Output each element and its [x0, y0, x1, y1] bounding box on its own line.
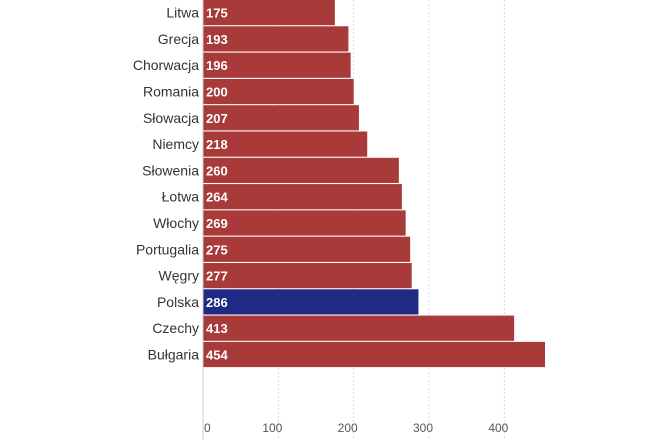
bar	[203, 0, 335, 26]
bar-value-label: 218	[206, 137, 228, 152]
bar	[203, 184, 402, 210]
category-label: Litwa	[166, 5, 199, 21]
bar-value-label: 260	[206, 163, 228, 178]
bar	[203, 289, 419, 315]
category-label: Grecja	[158, 31, 199, 47]
bar	[203, 341, 546, 368]
bar-value-label: 413	[206, 321, 228, 336]
x-tick-label: 300	[413, 421, 433, 435]
category-label: Polska	[157, 294, 199, 310]
bar	[203, 78, 354, 105]
category-label: Łotwa	[162, 189, 200, 205]
category-label: Romania	[143, 84, 199, 100]
category-label: Niemcy	[152, 136, 199, 152]
category-label: Bułgaria	[148, 347, 200, 363]
bar-value-label: 207	[206, 111, 228, 126]
bar-value-label: 269	[206, 216, 228, 231]
x-tick-label: 200	[338, 421, 358, 435]
category-label: Słowacja	[143, 110, 199, 126]
category-label: Portugalia	[136, 241, 199, 257]
bar-value-label: 286	[206, 295, 228, 310]
x-tick-label: 0	[204, 421, 211, 435]
bar	[203, 52, 351, 78]
category-label: Węgry	[159, 268, 199, 284]
bar	[203, 210, 406, 236]
category-label: Włochy	[153, 215, 199, 231]
bar	[203, 105, 359, 131]
x-tick-label: 100	[262, 421, 282, 435]
bar	[203, 315, 515, 341]
bar	[203, 131, 368, 157]
bar-value-label: 275	[206, 242, 228, 257]
bar-value-label: 193	[206, 32, 228, 47]
bar	[203, 263, 412, 289]
bar	[203, 236, 411, 262]
bar	[203, 157, 399, 183]
bar	[203, 26, 349, 52]
bar-value-label: 200	[206, 85, 228, 100]
category-label: Słowenia	[142, 162, 199, 178]
bar-value-label: 264	[206, 190, 228, 205]
x-tick-label: 400	[488, 421, 508, 435]
bar-value-label: 454	[206, 348, 228, 363]
category-label: Czechy	[152, 320, 199, 336]
category-label: Chorwacja	[133, 57, 199, 73]
bar-value-label: 175	[206, 6, 228, 21]
bar-value-label: 196	[206, 58, 228, 73]
bar-value-label: 277	[206, 269, 228, 284]
